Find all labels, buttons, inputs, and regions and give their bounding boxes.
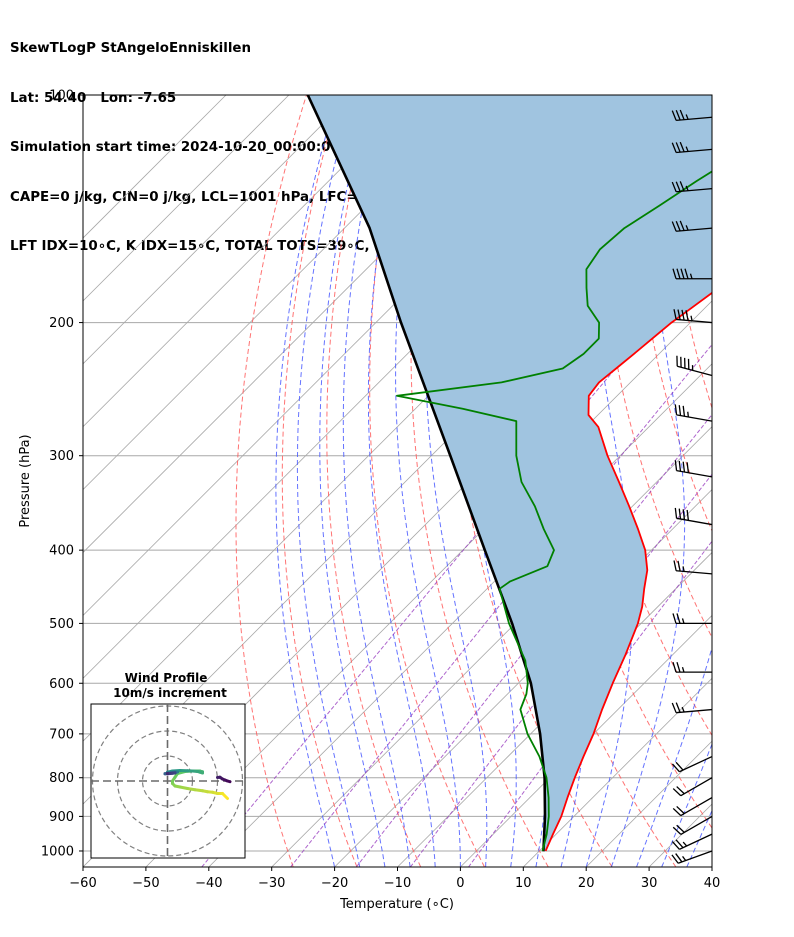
dry-adiabat: [369, 95, 485, 867]
parcel-profile-line: [306, 95, 547, 852]
isotherm-line: [523, 677, 712, 867]
moist-adiabat: [296, 95, 361, 867]
isotherm-line: [83, 95, 478, 491]
y-tick-label: 100: [49, 89, 74, 104]
y-tick-label: 900: [49, 810, 74, 825]
wind-barb: [671, 833, 713, 850]
y-tick-label: 800: [49, 771, 74, 786]
x-tick-label: 20: [578, 876, 595, 891]
wind-barb: [671, 850, 713, 864]
y-tick-label: 700: [49, 727, 74, 742]
chart-title: SkewTLogP StAngeloEnniskillen: [10, 41, 252, 56]
dry-adiabat: [326, 95, 422, 867]
isotherm-line: [83, 95, 227, 239]
dry-adiabat: [281, 95, 358, 867]
temperature-profile-line: [544, 291, 712, 852]
y-axis-label: Pressure (hPa): [18, 434, 33, 527]
location-line: Lat: 54.40 Lon: -7.65: [10, 90, 177, 106]
moist-adiabat: [319, 95, 386, 867]
wind-barb: [672, 661, 712, 673]
dry-adiabat: [763, 95, 794, 867]
y-tick-label: 400: [49, 544, 74, 559]
cin-shaded-area: [307, 95, 712, 851]
moist-adiabat: [636, 645, 712, 867]
y-tick-label: 300: [49, 449, 74, 464]
wind-barb: [672, 268, 712, 280]
isotherm-line: [711, 866, 712, 867]
x-tick-label: −40: [195, 876, 222, 891]
moist-adiabat: [610, 95, 686, 867]
y-tick-label: 200: [49, 316, 74, 331]
wind-barb: [674, 507, 713, 526]
x-tick-label: 0: [456, 876, 464, 891]
moist-adiabat: [737, 95, 794, 867]
wind-barb: [671, 220, 713, 232]
wind-barb: [674, 460, 713, 478]
wind-barb: [672, 797, 713, 817]
x-tick-label: 40: [704, 876, 721, 891]
x-tick-label: −60: [69, 876, 96, 891]
wind-barb: [671, 109, 713, 121]
hodograph-trace-segment: [226, 779, 232, 784]
dewpoint-profile-line: [395, 170, 712, 852]
y-tick-label: 500: [49, 617, 74, 632]
isotherm-line: [83, 95, 353, 365]
wind-barb: [671, 141, 713, 154]
isotherm-line: [83, 95, 415, 428]
wind-barb: [672, 815, 713, 835]
mixing-ratio-line: [468, 540, 712, 867]
dry-adiabat: [730, 95, 794, 867]
x-tick-label: −10: [384, 876, 411, 891]
wind-barb: [672, 613, 712, 625]
y-tick-label: 1000: [41, 844, 74, 859]
moist-adiabat: [686, 809, 712, 867]
x-tick-label: −50: [132, 876, 159, 891]
isotherm-line: [83, 95, 290, 302]
x-axis-label: Temperature (∘C): [339, 897, 454, 912]
y-tick-label: 600: [49, 677, 74, 692]
wind-barb: [673, 560, 713, 575]
x-tick-label: −30: [258, 876, 285, 891]
hodograph-subtitle: 10m/s increment: [113, 686, 227, 700]
wind-barb: [671, 181, 713, 193]
moist-adiabat: [275, 95, 338, 867]
isotherm-line: [334, 489, 712, 867]
moist-adiabat: [711, 865, 712, 867]
moist-adiabat: [367, 95, 436, 867]
wind-barb: [676, 355, 713, 377]
x-tick-label: −20: [321, 876, 348, 891]
moist-adiabat: [342, 95, 411, 867]
wind-barb: [671, 702, 713, 714]
moist-adiabat: [424, 95, 488, 867]
wind-barb: [673, 309, 713, 324]
dry-adiabat: [235, 95, 307, 867]
moist-adiabat: [395, 95, 461, 867]
isotherm-line: [271, 426, 712, 867]
wind-barb: [672, 777, 713, 797]
x-tick-label: 10: [515, 876, 532, 891]
wind-barb: [671, 755, 713, 773]
isotherm-line: [775, 95, 794, 867]
wind-barb: [674, 404, 713, 422]
x-tick-label: 30: [641, 876, 658, 891]
moist-adiabat: [585, 95, 633, 867]
isotherm-line: [397, 551, 712, 867]
hodograph-title: Wind Profile: [125, 671, 208, 685]
